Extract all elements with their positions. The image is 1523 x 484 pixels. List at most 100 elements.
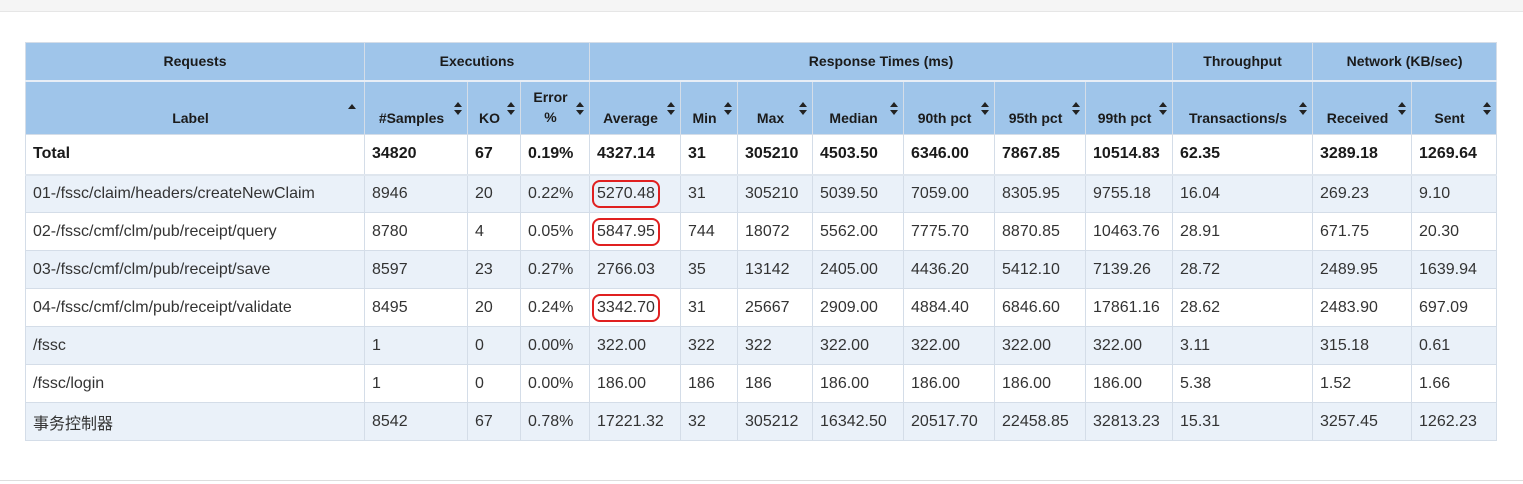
table-cell: 4327.14 [589,134,682,176]
table-cell: 744 [680,212,739,251]
table-cell: 322.00 [589,326,682,365]
table-cell: 0.00% [519,326,591,365]
col-header-text: Sent [1434,110,1465,126]
table-cell: 20 [467,174,521,213]
table-cell: 04-/fssc/cmf/clm/pub/receipt/validate [25,288,365,327]
sort-icon[interactable] [454,101,462,116]
sort-icon[interactable] [981,101,990,116]
table-cell: 10463.76 [1085,212,1174,251]
sort-icon[interactable] [1299,101,1308,116]
col-header-received[interactable]: Received [1312,80,1413,135]
table-cell: 8542 [364,402,468,441]
col-header-text: Error [533,89,568,105]
table-cell: 697.09 [1411,288,1498,327]
sort-icon[interactable] [576,101,585,116]
table-cell: 186.00 [903,364,996,403]
table-cell: 31 [680,174,739,213]
col-header-label[interactable]: Label [25,80,365,135]
table-cell: 20.30 [1411,212,1498,251]
table-cell: 15.31 [1172,402,1314,441]
table-row: 03-/fssc/cmf/clm/pub/receipt/save 8597 2… [25,250,1498,289]
statistics-table: Requests Executions Response Times (ms) … [25,42,1498,441]
table-cell: 3342.70 [589,288,682,327]
table-cell: 23 [467,250,521,289]
sort-icon[interactable] [1398,101,1407,116]
table-cell: 4884.40 [903,288,996,327]
table-cell: 671.75 [1312,212,1413,251]
col-header-95th-pct[interactable]: 95th pct [994,80,1087,135]
table-cell: 4 [467,212,521,251]
highlighted-value: 5270.48 [592,179,660,208]
col-header-text: KO [479,110,500,126]
table-cell: 1262.23 [1411,402,1498,441]
table-cell: 0 [467,326,521,365]
table-cell: 5412.10 [994,250,1087,289]
col-header-text: Label [172,110,209,126]
table-cell: 1 [364,364,468,403]
table-cell: 2766.03 [589,250,682,289]
table-row: /fssc 1 0 0.00% 322.00 322 322 322.00 32… [25,326,1498,365]
table-cell: 2489.95 [1312,250,1413,289]
table-cell: 03-/fssc/cmf/clm/pub/receipt/save [25,250,365,289]
col-header-90th-pct[interactable]: 90th pct [903,80,996,135]
table-cell: 8946 [364,174,468,213]
col-header-error-pct[interactable]: Error% [519,80,591,135]
table-cell: 31 [680,288,739,327]
table-cell: 17221.32 [589,402,682,441]
col-header-samples[interactable]: #Samples [364,80,468,135]
sort-icon[interactable] [507,101,515,116]
col-header-median[interactable]: Median [812,80,905,135]
table-cell: 0 [467,364,521,403]
table-cell: 5270.48 [589,174,682,213]
table-cell: 7867.85 [994,134,1087,176]
sort-icon[interactable] [890,101,899,116]
sort-icon[interactable] [1483,101,1492,116]
table-cell: 事务控制器 [25,402,365,441]
sort-icon[interactable] [799,101,808,116]
table-cell: 20517.70 [903,402,996,441]
col-header-sent[interactable]: Sent [1411,80,1498,135]
table-row: 01-/fssc/claim/headers/createNewClaim 89… [25,174,1498,213]
col-header-text: 90th pct [917,110,972,126]
table-cell: 186.00 [589,364,682,403]
col-header-min[interactable]: Min [680,80,739,135]
table-cell: 9.10 [1411,174,1498,213]
group-network: Network (KB/sec) [1312,42,1498,82]
table-cell: 31 [680,134,739,176]
col-header-99th-pct[interactable]: 99th pct [1085,80,1174,135]
table-cell: 186 [680,364,739,403]
table-cell: 322.00 [994,326,1087,365]
table-cell: 9755.18 [1085,174,1174,213]
table-cell: 3289.18 [1312,134,1413,176]
col-header-ko[interactable]: KO [467,80,521,135]
table-cell: 322 [737,326,814,365]
sort-icon[interactable] [1072,101,1081,116]
table-cell: 0.78% [519,402,591,441]
table-cell: 2483.90 [1312,288,1413,327]
sort-asc-icon[interactable] [348,103,356,109]
table-cell: 269.23 [1312,174,1413,213]
table-cell: 305210 [737,134,814,176]
table-cell: 322 [680,326,739,365]
table-cell: 67 [467,402,521,441]
table-cell: 22458.85 [994,402,1087,441]
table-cell: 186 [737,364,814,403]
col-header-average[interactable]: Average [589,80,682,135]
table-cell: 10514.83 [1085,134,1174,176]
sort-icon[interactable] [1159,101,1168,116]
col-header-transactions[interactable]: Transactions/s [1172,80,1314,135]
sort-icon[interactable] [667,101,676,116]
table-cell: 186.00 [994,364,1087,403]
group-requests: Requests [25,42,365,82]
table-cell: 32 [680,402,739,441]
col-header-max[interactable]: Max [737,80,814,135]
table-cell: 28.72 [1172,250,1314,289]
table-cell: 20 [467,288,521,327]
table-cell: 305212 [737,402,814,441]
sort-icon[interactable] [724,101,733,116]
table-cell: 17861.16 [1085,288,1174,327]
table-cell: 8495 [364,288,468,327]
table-cell: 8305.95 [994,174,1087,213]
table-cell: 32813.23 [1085,402,1174,441]
table-cell: /fssc/login [25,364,365,403]
